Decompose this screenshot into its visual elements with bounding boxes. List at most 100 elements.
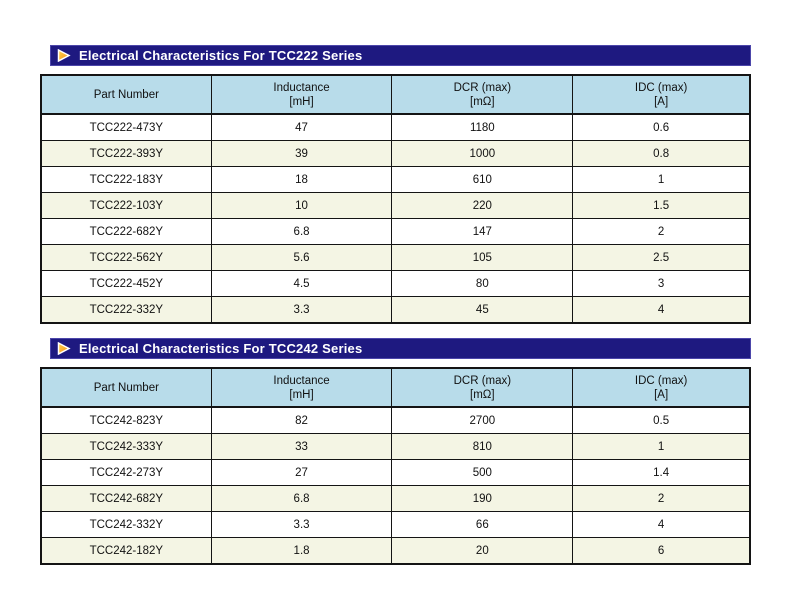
section-header-bar: Electrical Characteristics For TCC222 Se… bbox=[50, 45, 751, 66]
table-row: TCC222-452Y 4.5 80 3 bbox=[40, 270, 751, 297]
value-cell: 2700 bbox=[391, 406, 574, 434]
part-number-cell: TCC222-682Y bbox=[40, 218, 212, 245]
column-header-line2: [A] bbox=[654, 95, 669, 108]
column-header-line1: IDC (max) bbox=[634, 374, 688, 387]
column-header: Inductance [mH] bbox=[210, 74, 393, 115]
part-number-cell: TCC242-823Y bbox=[40, 406, 212, 434]
column-header: IDC (max) [A] bbox=[572, 367, 751, 408]
part-number-cell: TCC222-393Y bbox=[40, 140, 212, 167]
column-header: IDC (max) [A] bbox=[572, 74, 751, 115]
value-cell: 45 bbox=[391, 296, 574, 324]
table-row: TCC242-182Y 1.8 20 6 bbox=[40, 537, 751, 565]
triangle-right-icon bbox=[57, 49, 71, 62]
column-header-line2: [mΩ] bbox=[470, 95, 495, 108]
value-cell: 500 bbox=[391, 459, 574, 486]
value-cell: 220 bbox=[391, 192, 574, 219]
table-row: TCC242-332Y 3.3 66 4 bbox=[40, 511, 751, 538]
value-cell: 80 bbox=[391, 270, 574, 297]
value-cell: 5.6 bbox=[210, 244, 393, 271]
value-cell: 1180 bbox=[391, 113, 574, 141]
value-cell: 82 bbox=[210, 406, 393, 434]
value-cell: 4 bbox=[572, 511, 751, 538]
column-header-line1: Inductance bbox=[273, 374, 330, 387]
table-row: TCC222-103Y 10 220 1.5 bbox=[40, 192, 751, 219]
value-cell: 0.5 bbox=[572, 406, 751, 434]
part-number-cell: TCC242-333Y bbox=[40, 433, 212, 460]
value-cell: 1.8 bbox=[210, 537, 393, 565]
value-cell: 6.8 bbox=[210, 485, 393, 512]
table-row: TCC242-823Y 82 2700 0.5 bbox=[40, 406, 751, 434]
value-cell: 20 bbox=[391, 537, 574, 565]
table-body: TCC222-473Y 47 1180 0.6 TCC222-393Y 39 1000 0.8… bbox=[40, 113, 751, 324]
table-row: TCC222-682Y 6.8 147 2 bbox=[40, 218, 751, 245]
header-row: Part Number Inductance [mH] DCR (max) [mΩ] ID… bbox=[40, 367, 751, 408]
part-number-cell: TCC222-183Y bbox=[40, 166, 212, 193]
value-cell: 1 bbox=[572, 166, 751, 193]
column-header: Part Number bbox=[40, 367, 212, 408]
value-cell: 1000 bbox=[391, 140, 574, 167]
value-cell: 3.3 bbox=[210, 296, 393, 324]
column-header-line1: DCR (max) bbox=[453, 374, 512, 387]
value-cell: 3 bbox=[572, 270, 751, 297]
column-header-line2: [mΩ] bbox=[470, 388, 495, 401]
section-header-bar: Electrical Characteristics For TCC242 Se… bbox=[50, 338, 751, 359]
value-cell: 39 bbox=[210, 140, 393, 167]
triangle-right-icon bbox=[57, 342, 71, 355]
column-header: Inductance [mH] bbox=[210, 367, 393, 408]
value-cell: 2 bbox=[572, 218, 751, 245]
value-cell: 810 bbox=[391, 433, 574, 460]
header-row: Part Number Inductance [mH] DCR (max) [mΩ] ID… bbox=[40, 74, 751, 115]
table-body: TCC242-823Y 82 2700 0.5 TCC242-333Y 33 810 1 TCC… bbox=[40, 406, 751, 565]
characteristics-table: Part Number Inductance [mH] DCR (max) [mΩ] ID… bbox=[40, 367, 751, 565]
part-number-cell: TCC222-452Y bbox=[40, 270, 212, 297]
value-cell: 47 bbox=[210, 113, 393, 141]
table-row: TCC222-473Y 47 1180 0.6 bbox=[40, 113, 751, 141]
table-row: TCC242-333Y 33 810 1 bbox=[40, 433, 751, 460]
section-title: Electrical Characteristics For TCC222 Se… bbox=[79, 47, 363, 63]
value-cell: 10 bbox=[210, 192, 393, 219]
column-header-line1: Inductance bbox=[273, 81, 330, 94]
section-title: Electrical Characteristics For TCC242 Se… bbox=[79, 340, 363, 356]
characteristics-section: Electrical Characteristics For TCC242 Se… bbox=[0, 338, 800, 565]
table-row: TCC242-682Y 6.8 190 2 bbox=[40, 485, 751, 512]
value-cell: 1.4 bbox=[572, 459, 751, 486]
characteristics-section: Electrical Characteristics For TCC222 Se… bbox=[0, 45, 800, 324]
column-header-line1: IDC (max) bbox=[634, 81, 688, 94]
value-cell: 1 bbox=[572, 433, 751, 460]
characteristics-table: Part Number Inductance [mH] DCR (max) [mΩ] ID… bbox=[40, 74, 751, 324]
part-number-cell: TCC242-332Y bbox=[40, 511, 212, 538]
value-cell: 33 bbox=[210, 433, 393, 460]
column-header: DCR (max) [mΩ] bbox=[391, 74, 574, 115]
value-cell: 190 bbox=[391, 485, 574, 512]
table-header: Part Number Inductance [mH] DCR (max) [mΩ] ID… bbox=[40, 74, 751, 115]
column-header-line2: [mH] bbox=[289, 388, 314, 401]
value-cell: 610 bbox=[391, 166, 574, 193]
column-header: DCR (max) [mΩ] bbox=[391, 367, 574, 408]
value-cell: 66 bbox=[391, 511, 574, 538]
value-cell: 105 bbox=[391, 244, 574, 271]
sections-container: Electrical Characteristics For TCC222 Se… bbox=[0, 45, 800, 565]
value-cell: 6 bbox=[572, 537, 751, 565]
part-number-cell: TCC222-562Y bbox=[40, 244, 212, 271]
value-cell: 147 bbox=[391, 218, 574, 245]
column-header-line2: [A] bbox=[654, 388, 669, 401]
value-cell: 18 bbox=[210, 166, 393, 193]
value-cell: 2 bbox=[572, 485, 751, 512]
value-cell: 3.3 bbox=[210, 511, 393, 538]
table-row: TCC222-332Y 3.3 45 4 bbox=[40, 296, 751, 324]
table-row: TCC222-393Y 39 1000 0.8 bbox=[40, 140, 751, 167]
value-cell: 4 bbox=[572, 296, 751, 324]
column-header-line2: [mH] bbox=[289, 95, 314, 108]
value-cell: 4.5 bbox=[210, 270, 393, 297]
value-cell: 0.8 bbox=[572, 140, 751, 167]
column-header: Part Number bbox=[40, 74, 212, 115]
part-number-cell: TCC242-682Y bbox=[40, 485, 212, 512]
column-header-line1: DCR (max) bbox=[453, 81, 512, 94]
value-cell: 27 bbox=[210, 459, 393, 486]
value-cell: 2.5 bbox=[572, 244, 751, 271]
value-cell: 0.6 bbox=[572, 113, 751, 141]
column-header-line1: Part Number bbox=[93, 381, 159, 394]
value-cell: 1.5 bbox=[572, 192, 751, 219]
value-cell: 6.8 bbox=[210, 218, 393, 245]
table-row: TCC242-273Y 27 500 1.4 bbox=[40, 459, 751, 486]
